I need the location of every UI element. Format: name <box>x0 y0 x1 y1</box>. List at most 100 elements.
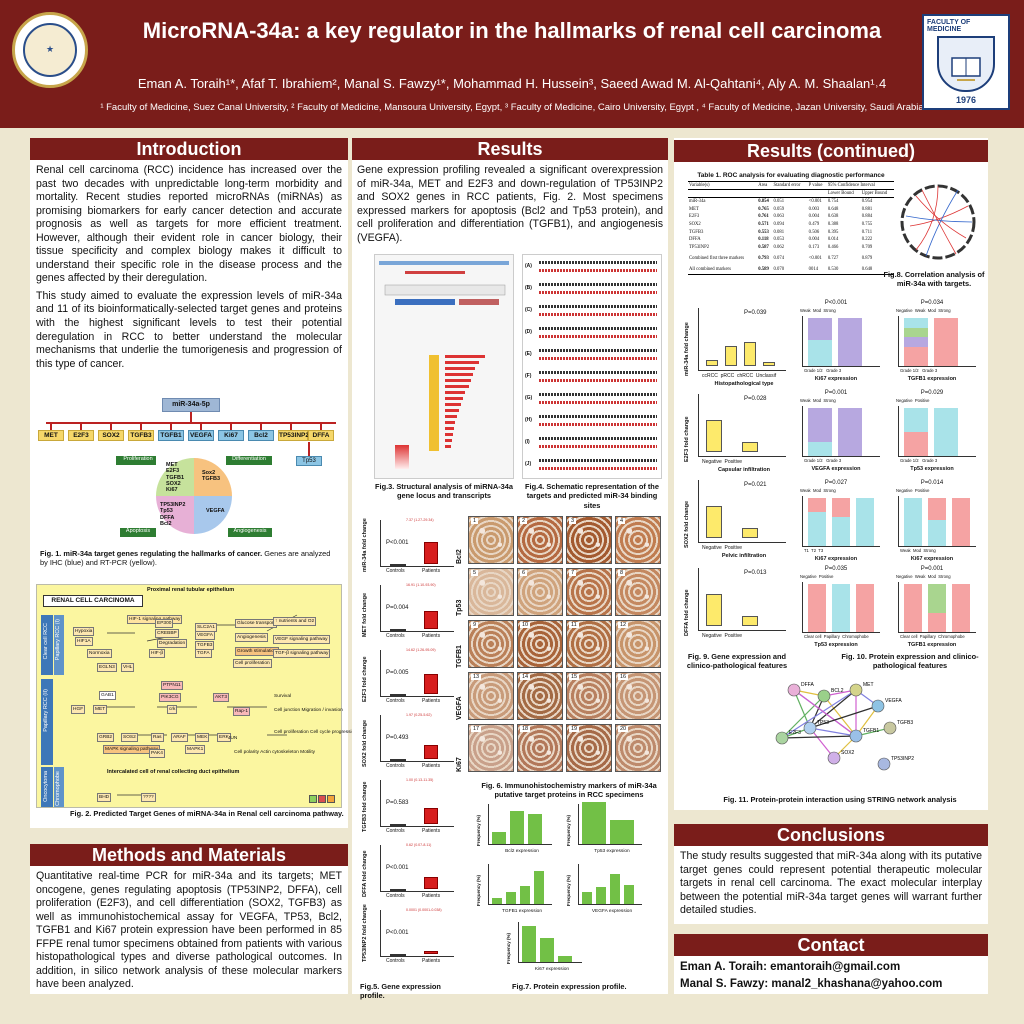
panel-median-note: 16.91 (1.10-93.90) <box>406 583 436 587</box>
ihc-micrograph: 13 <box>468 672 514 720</box>
protein-expression-chart: Frequency (%) Bcl2 expression <box>476 802 556 858</box>
boxplot-categories: Negative Positive <box>702 545 743 551</box>
stacked-bar-segment <box>856 498 874 546</box>
chart-pvalue: P=0.001 <box>824 390 848 396</box>
binding-site-seq-bottom <box>539 269 657 272</box>
ihc-panel-number: 16 <box>618 674 629 680</box>
network-node-label: MET <box>863 682 874 688</box>
binding-site-seq-top <box>539 371 657 374</box>
protein-bar <box>520 886 530 904</box>
pathway-node: HIF-1 signaling pathway <box>127 615 183 624</box>
figure-1-caption-text: Genes are analyzed by IHC (blue) and RT-… <box>40 549 331 568</box>
clinicopath-boxplot: SOX2 fold change P=0.021 Negative Positive… <box>684 478 788 562</box>
roc-table-cell: <0.001 <box>808 256 822 262</box>
x-label-patients: Patients <box>422 698 441 704</box>
network-node-label: BCL2 <box>831 688 844 694</box>
chart-categories: Grade 1/2 Grade 3 <box>900 368 938 373</box>
chart-legend: Weak Mod Strong <box>800 488 836 493</box>
angiogenesis-label: Angiogenesis <box>233 528 267 534</box>
gene-expression-panel: E2F3 fold change P=0.005 14.62 (1.26-95.09… <box>362 646 456 708</box>
roc-table-cell: 0.063 <box>773 214 785 220</box>
chart-axis <box>518 962 582 963</box>
chart-ylabel: Frequency (%) <box>566 874 571 906</box>
chart-axis <box>578 844 642 845</box>
chart-title: TGFB1 expression <box>907 642 957 648</box>
roc-table-cell: 0.003 <box>808 206 820 212</box>
th-lower: Lower Bound <box>826 189 861 198</box>
controls-box <box>390 694 406 696</box>
pathway-node: EP300 <box>155 619 174 628</box>
clinicopath-boxplot: miR-34a fold change P=0.039 ccRCC pRCC chR… <box>684 306 788 390</box>
chart-categories: Grade 1/2 Grade 3 <box>900 458 938 463</box>
controls-box <box>390 889 406 891</box>
roc-table-row: Combined first three markers 0.793 0.074 <0… <box>688 251 894 262</box>
boxplot-pvalue: P=0.021 <box>744 482 767 488</box>
network-edge <box>809 705 879 729</box>
proliferation-label: Proliferation <box>123 456 153 462</box>
boxplot-pvalue: P=0.013 <box>744 570 767 576</box>
pathway-heading: RENAL CELL CARCINOMA <box>43 595 143 607</box>
boxplot-box <box>744 342 756 366</box>
boxplot-pvalue: P=0.028 <box>744 396 767 402</box>
pathway-node: HIF-β <box>149 649 166 658</box>
protein-clinicopath-chart: P=0.027 Weak Mod Strong T1 T2 T3 Ki67 expre… <box>790 480 882 566</box>
chart-axis <box>898 316 899 366</box>
boxplot-axis <box>698 456 786 457</box>
protein-bar <box>510 811 524 844</box>
x-label-controls: Controls <box>386 893 405 899</box>
roc-table-cell: 0.014 <box>827 237 839 243</box>
roc-table-cell: 0.466 <box>827 244 839 250</box>
panel-pvalue: P=0.493 <box>386 735 409 741</box>
ihc-panel-number: 11 <box>569 622 579 628</box>
chart-axis <box>802 366 880 367</box>
binding-site-seq-top <box>539 349 657 352</box>
ihc-panel-number: 18 <box>520 726 531 732</box>
ihc-panel-number: 2 <box>520 518 528 524</box>
chart-ylabel: Frequency (%) <box>566 814 571 846</box>
pathway-node: Survival <box>274 694 292 699</box>
boxplot-axis <box>698 308 699 370</box>
stacked-bar-segment <box>808 339 832 366</box>
pathway-node: PAK4 <box>149 749 165 758</box>
roc-table-row: TP53INP2 0.587 0.062 0.173 0.466 0.709 <box>688 244 894 252</box>
contact-fawzy: Manal S. Fawzy: manal2_khashana@yahoo.co… <box>680 978 943 990</box>
legend-square <box>318 795 326 803</box>
protein-bar <box>582 802 606 844</box>
chart-title: TGFB1 expression <box>907 376 957 382</box>
chart-title: Tp53 expression <box>910 466 954 472</box>
roc-table-cell: 0.884 <box>861 214 873 220</box>
controls-box <box>390 824 406 826</box>
gene-connector <box>80 423 82 430</box>
pathway-node: VHL <box>121 663 135 672</box>
roc-table-cell: MET <box>689 206 699 212</box>
chart-pvalue: P=0.027 <box>824 480 848 486</box>
pathway-node: Cell proliferation Cell cycle progressio… <box>274 730 357 735</box>
results-text: Gene expression profiling revealed a sig… <box>357 164 663 244</box>
chart-axis <box>802 456 880 457</box>
pathway-node: EGLN3 <box>97 663 117 672</box>
panel-axis <box>380 826 454 827</box>
binding-site-seq-bottom <box>539 467 657 470</box>
ihc-micrograph: 2 <box>517 516 563 564</box>
chart-axis <box>518 922 519 962</box>
network-node <box>827 751 841 765</box>
protein-bar <box>624 884 634 904</box>
roc-table-row: TGFB3 0.553 0.081 0.506 0.395 0.711 <box>688 228 894 236</box>
apoptosis-slice <box>156 496 194 534</box>
panel-ylabel: E2F3 fold change <box>362 656 368 702</box>
stacked-bar-segment <box>904 327 928 338</box>
controls-box <box>390 564 406 566</box>
chart-axis <box>488 844 552 845</box>
chart-legend: Negative Positive <box>896 398 930 403</box>
chart-pvalue: P=0.034 <box>920 300 944 306</box>
protein-clinicopath-chart: P=0.014 Negative Positive Weak Mod Strong K… <box>886 480 978 566</box>
binding-site-seq-bottom <box>539 357 657 360</box>
proliferation-genes: MET E2F3 TGFB1 SOX2 Ki67 <box>166 462 185 494</box>
chart-title: Ki67 expression <box>534 967 570 972</box>
boxplot-axis <box>698 480 699 542</box>
roc-table-cell: 0.074 <box>773 256 785 262</box>
stacked-bar-segment <box>808 441 832 456</box>
roc-table-cell: 0.094 <box>773 222 785 228</box>
chart-axis <box>802 406 803 456</box>
network-node <box>877 757 891 771</box>
